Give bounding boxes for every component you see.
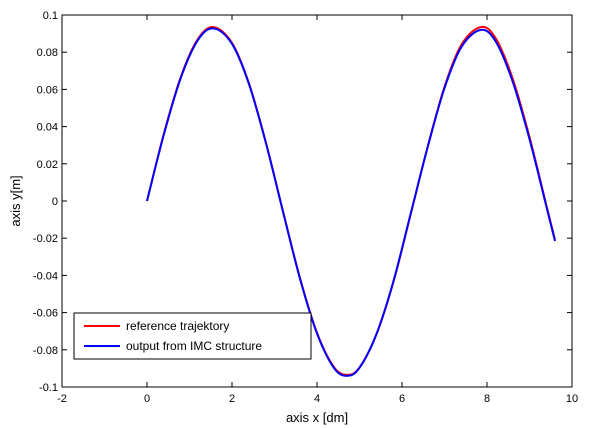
y-tick-label: -0.08 — [33, 345, 58, 357]
legend: reference trajektory output from IMC str… — [73, 312, 312, 360]
x-axis-ticks: -2 0 2 4 6 8 10 — [57, 15, 578, 405]
y-axis-ticks: -0.1 -0.08 -0.06 -0.04 -0.02 0 0.02 0.04 0.06 0.0… — [33, 10, 572, 394]
x-tick-label: 2 — [229, 393, 235, 405]
y-tick-label: -0.1 — [39, 382, 58, 394]
series-layer — [146, 25, 556, 377]
y-tick-label: 0.1 — [43, 10, 58, 22]
series-line-imc-output — [146, 27, 556, 377]
legend-label-reference: reference trajektory — [126, 319, 229, 333]
x-tick-label: -2 — [57, 393, 67, 405]
x-tick-label: 4 — [314, 393, 320, 405]
y-axis-label: axis y[m] — [8, 175, 23, 226]
y-tick-label: 0.02 — [37, 159, 58, 171]
x-tick-label: 8 — [484, 393, 490, 405]
x-tick-label: 10 — [566, 393, 578, 405]
y-tick-label: 0.06 — [37, 84, 58, 96]
y-tick-label: 0.08 — [37, 47, 58, 59]
x-axis-label: axis x [dm] — [286, 410, 348, 425]
x-tick-label: 0 — [144, 393, 150, 405]
y-tick-label: -0.06 — [33, 308, 58, 320]
x-tick-label: 6 — [399, 393, 405, 405]
y-tick-label: 0.04 — [37, 122, 58, 134]
y-tick-label: -0.04 — [33, 270, 58, 282]
legend-box — [73, 312, 312, 360]
y-tick-label: 0 — [52, 196, 58, 208]
y-tick-label: -0.02 — [33, 233, 58, 245]
legend-label-imc-output: output from IMC structure — [126, 339, 262, 353]
